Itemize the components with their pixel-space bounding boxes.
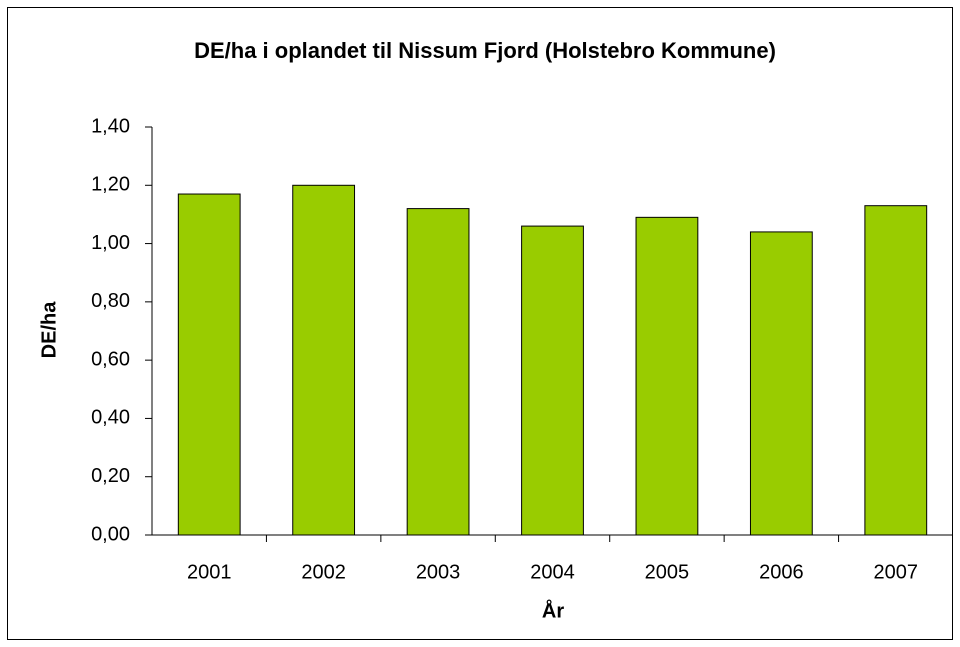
- y-axis-label: DE/ha: [38, 301, 60, 359]
- y-tick-label: 0,60: [91, 348, 130, 370]
- x-tick-label: 2005: [645, 561, 690, 583]
- bar: [635, 216, 699, 536]
- y-tick-label: 1,00: [91, 232, 130, 254]
- x-tick-label: 2006: [759, 561, 804, 583]
- y-tick-label: 1,20: [91, 174, 130, 196]
- bar: [406, 208, 470, 536]
- x-tick-label: 2004: [530, 561, 575, 583]
- y-tick-label: 1,40: [91, 115, 130, 137]
- x-tick-label: 2007: [874, 561, 919, 583]
- x-tick-label: 2003: [416, 561, 461, 583]
- y-tick-label: 0,80: [91, 290, 130, 312]
- bar: [292, 184, 356, 536]
- x-tick-label: 2002: [301, 561, 346, 583]
- bar: [521, 225, 584, 536]
- x-axis-label: År: [542, 598, 564, 622]
- chart-title: DE/ha i oplandet til Nissum Fjord (Holst…: [194, 38, 776, 63]
- x-tick-label: 2001: [187, 561, 232, 583]
- bar: [864, 205, 928, 536]
- bar: [177, 193, 241, 536]
- bar: [749, 231, 813, 536]
- y-tick-label: 0,20: [91, 465, 130, 487]
- y-tick-label: 0,40: [91, 407, 130, 429]
- y-tick-label: 0,00: [91, 523, 130, 545]
